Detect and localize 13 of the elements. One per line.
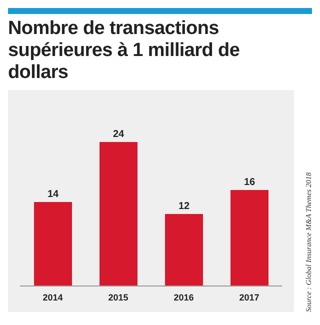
x-tick-label: 2017 (239, 292, 260, 302)
chart-title: Nombre de transactions supérieures à 1 milliard de dollars (8, 18, 241, 84)
bar (34, 202, 72, 286)
data-label: 16 (244, 177, 256, 188)
bar (100, 142, 138, 286)
data-label: 14 (47, 189, 59, 200)
x-tick-label: 2015 (108, 292, 128, 302)
bar (165, 214, 203, 286)
data-label: 12 (178, 201, 190, 212)
bar (230, 190, 268, 286)
x-tick-label: 2014 (42, 292, 63, 302)
x-tick-label: 2016 (174, 292, 194, 302)
data-label: 24 (112, 129, 124, 140)
